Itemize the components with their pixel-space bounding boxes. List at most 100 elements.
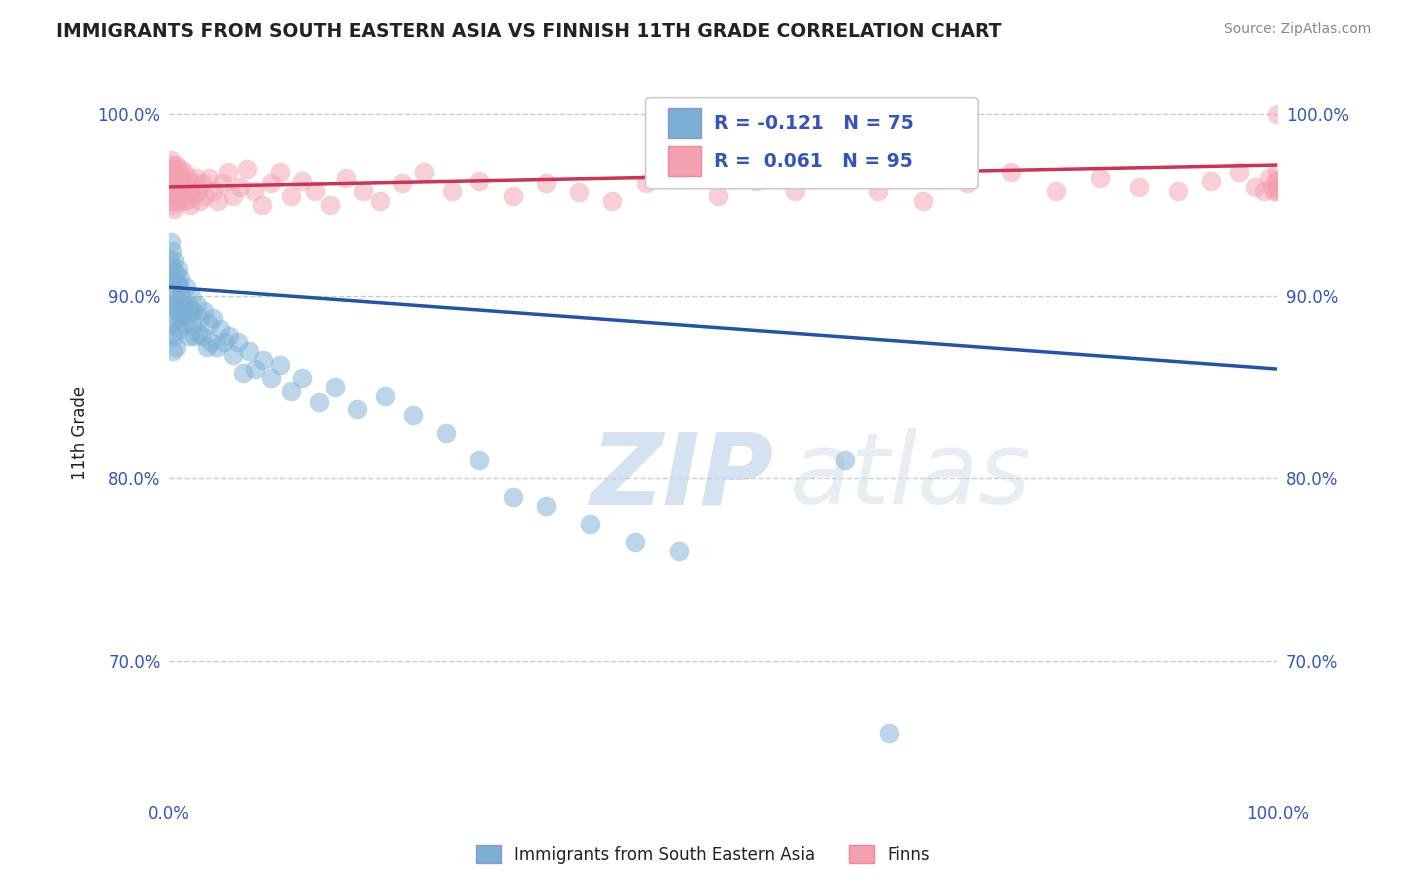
Point (1253, 184, 1275, 198)
Point (160, 170, 183, 185)
Point (1265, 180, 1288, 194)
Point (1267, 107, 1289, 121)
Point (165, 298, 187, 312)
Point (238, 343, 260, 358)
Point (174, 180, 197, 194)
Point (1263, 184, 1285, 198)
Text: R =  0.061   N = 95: R = 0.061 N = 95 (714, 152, 912, 170)
FancyBboxPatch shape (645, 97, 979, 189)
Point (170, 170, 193, 185)
Point (308, 395, 330, 409)
Point (280, 189, 302, 203)
Point (834, 453, 856, 467)
Point (193, 303, 215, 318)
Point (166, 275, 188, 289)
Point (1257, 170, 1279, 185)
Point (180, 289, 202, 303)
Point (217, 165, 239, 179)
Point (745, 174, 768, 188)
Point (202, 311, 225, 326)
Point (172, 303, 194, 318)
Point (911, 194, 934, 209)
Point (218, 329, 240, 343)
Point (187, 326, 209, 340)
Point (167, 322, 190, 336)
Point (1000, 165, 1022, 179)
Point (160, 153, 183, 167)
Point (1128, 180, 1150, 194)
Point (226, 334, 249, 349)
Point (198, 317, 221, 331)
Point (1267, 174, 1289, 188)
Point (879, 726, 901, 740)
Point (211, 176, 233, 190)
Point (163, 202, 186, 216)
Point (166, 189, 188, 203)
Point (159, 252, 181, 267)
Point (214, 334, 236, 349)
Point (166, 170, 188, 185)
Point (163, 165, 186, 179)
Point (177, 170, 200, 185)
Point (229, 180, 252, 194)
Point (187, 184, 209, 198)
Point (304, 184, 326, 198)
Point (169, 184, 191, 198)
Point (159, 161, 181, 176)
Point (184, 170, 207, 185)
Text: atlas: atlas (790, 428, 1032, 525)
Point (291, 174, 314, 188)
Point (166, 303, 188, 318)
Point (205, 340, 228, 354)
Point (194, 189, 217, 203)
Point (172, 194, 194, 209)
Point (502, 490, 524, 504)
Point (412, 165, 434, 179)
Point (165, 340, 187, 354)
Point (250, 198, 273, 212)
Point (1244, 180, 1267, 194)
Point (200, 334, 222, 349)
Point (468, 174, 491, 188)
Point (169, 311, 191, 326)
Point (634, 176, 657, 190)
Point (180, 176, 202, 190)
Point (170, 289, 193, 303)
Point (434, 425, 457, 440)
Point (280, 384, 302, 398)
Point (166, 165, 188, 179)
Point (166, 261, 188, 276)
Point (162, 161, 184, 176)
Point (183, 329, 205, 343)
Point (159, 298, 181, 312)
Point (956, 176, 979, 190)
Point (785, 184, 807, 198)
Point (402, 408, 425, 422)
Point (163, 329, 186, 343)
Point (177, 186, 200, 200)
Point (623, 535, 645, 549)
Point (568, 186, 591, 200)
Point (163, 252, 186, 267)
Point (202, 184, 225, 198)
Point (165, 194, 187, 209)
FancyBboxPatch shape (668, 145, 702, 177)
Point (602, 194, 624, 209)
Point (167, 174, 190, 188)
Point (165, 158, 187, 172)
Point (166, 311, 188, 326)
FancyBboxPatch shape (668, 108, 702, 138)
Point (260, 371, 283, 385)
Text: IMMIGRANTS FROM SOUTH EASTERN ASIA VS FINNISH 11TH GRADE CORRELATION CHART: IMMIGRANTS FROM SOUTH EASTERN ASIA VS FI… (56, 22, 1001, 41)
Point (160, 280, 183, 294)
Point (165, 268, 187, 282)
Point (166, 184, 188, 198)
Point (162, 198, 184, 212)
Point (1265, 174, 1288, 188)
Point (179, 198, 201, 212)
Point (502, 189, 524, 203)
Point (1045, 184, 1067, 198)
Point (160, 158, 183, 172)
Point (1265, 165, 1288, 179)
Point (335, 170, 357, 185)
